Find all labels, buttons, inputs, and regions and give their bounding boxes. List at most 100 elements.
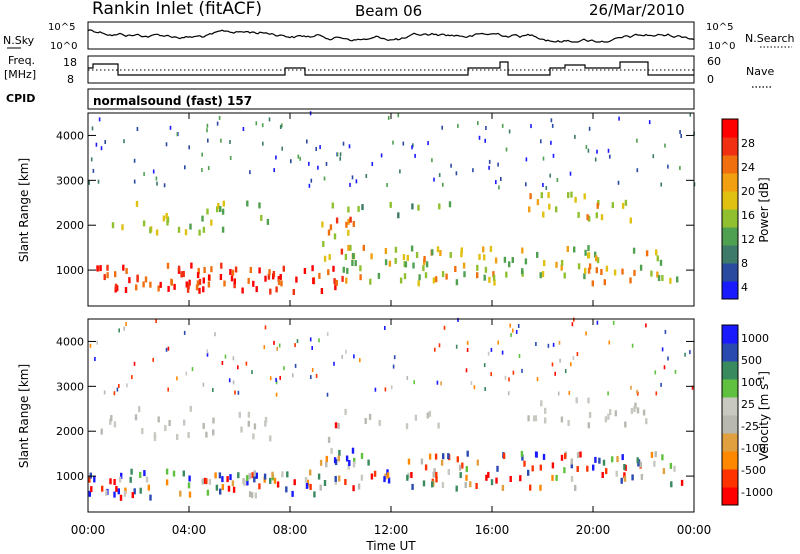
data-cell bbox=[272, 271, 276, 277]
velocity-colorbar-label-base: Velocity [m s bbox=[757, 384, 771, 461]
data-cell bbox=[448, 201, 452, 208]
data-cell bbox=[397, 113, 400, 118]
data-cell bbox=[90, 157, 93, 162]
data-cell bbox=[547, 343, 550, 348]
data-cell bbox=[185, 371, 188, 376]
data-cell bbox=[322, 241, 325, 247]
nsky-label: N.Sky bbox=[3, 34, 35, 47]
data-cell bbox=[489, 245, 493, 252]
data-cell bbox=[176, 433, 179, 440]
data-cell bbox=[595, 255, 598, 262]
data-cell bbox=[252, 280, 255, 287]
data-cell bbox=[661, 275, 664, 281]
data-cell bbox=[233, 282, 236, 289]
data-cell bbox=[365, 174, 368, 178]
data-cell bbox=[406, 254, 409, 261]
data-cell bbox=[534, 451, 538, 458]
data-cell bbox=[321, 221, 324, 228]
data-cell bbox=[201, 168, 203, 172]
data-cell bbox=[217, 203, 220, 209]
data-cell bbox=[607, 391, 609, 396]
data-cell bbox=[621, 454, 624, 461]
data-cell bbox=[306, 479, 309, 486]
data-cell bbox=[360, 452, 364, 459]
data-cell bbox=[351, 175, 354, 180]
data-cell bbox=[547, 192, 550, 199]
data-cell bbox=[149, 494, 152, 501]
x-tick-label: 08:00 bbox=[273, 523, 308, 537]
data-cell bbox=[596, 257, 600, 264]
data-cell bbox=[198, 229, 201, 236]
data-cell bbox=[663, 365, 666, 370]
data-cell bbox=[313, 491, 316, 498]
data-cell bbox=[472, 168, 474, 173]
data-cell bbox=[212, 388, 214, 392]
data-cell bbox=[276, 481, 280, 488]
data-cell bbox=[664, 143, 666, 148]
data-cell bbox=[109, 478, 112, 485]
data-cell bbox=[427, 141, 429, 146]
data-cell bbox=[305, 482, 309, 489]
data-cell bbox=[183, 330, 186, 335]
data-cell bbox=[141, 428, 144, 435]
data-cell bbox=[604, 416, 608, 423]
data-cell bbox=[476, 459, 479, 466]
data-cell bbox=[508, 129, 511, 134]
data-cell bbox=[167, 387, 169, 392]
data-cell bbox=[165, 213, 168, 219]
data-cell bbox=[632, 247, 636, 254]
data-cell bbox=[609, 409, 612, 416]
data-cell bbox=[143, 172, 145, 177]
data-cell bbox=[623, 475, 627, 482]
data-cell bbox=[341, 275, 344, 282]
colorbar-tick-label: 20 bbox=[741, 185, 755, 198]
velocity-data-cells bbox=[88, 317, 694, 501]
data-cell bbox=[505, 271, 508, 278]
data-cell bbox=[323, 176, 326, 181]
data-cell bbox=[237, 390, 240, 395]
colorbar-swatch bbox=[722, 245, 738, 264]
data-cell bbox=[384, 248, 388, 254]
data-cell bbox=[323, 480, 327, 486]
colorbar-frame bbox=[721, 324, 739, 506]
data-cell bbox=[229, 156, 232, 160]
data-cell bbox=[293, 479, 296, 486]
data-cell bbox=[188, 279, 191, 286]
data-cell bbox=[570, 462, 573, 469]
data-cell bbox=[428, 410, 432, 417]
data-cell bbox=[188, 145, 190, 150]
data-cell bbox=[115, 485, 118, 492]
data-cell bbox=[465, 474, 468, 481]
data-cell bbox=[454, 266, 457, 272]
data-cell bbox=[585, 331, 587, 336]
data-cell bbox=[393, 355, 396, 360]
data-cell bbox=[96, 265, 99, 272]
data-cell bbox=[98, 117, 101, 122]
colorbar-tick-label: 24 bbox=[741, 161, 755, 174]
data-cell bbox=[485, 126, 487, 130]
data-cell bbox=[576, 352, 579, 356]
data-cell bbox=[501, 123, 504, 128]
data-cell bbox=[630, 407, 634, 414]
data-cell bbox=[325, 161, 328, 166]
data-cell bbox=[135, 200, 139, 207]
data-cell bbox=[317, 165, 319, 170]
colorbar-tick-label: 28 bbox=[741, 137, 755, 150]
data-cell bbox=[206, 128, 208, 133]
data-cell bbox=[185, 281, 188, 288]
data-cell bbox=[203, 267, 206, 273]
data-cell bbox=[246, 200, 249, 207]
data-cell bbox=[442, 453, 445, 460]
data-cell bbox=[88, 180, 90, 185]
data-cell bbox=[560, 416, 564, 423]
data-cell bbox=[189, 405, 192, 412]
data-cell bbox=[167, 285, 170, 292]
data-cell bbox=[231, 269, 235, 276]
data-cell bbox=[389, 201, 392, 208]
data-cell bbox=[607, 148, 610, 153]
data-cell bbox=[207, 274, 211, 281]
data-cell bbox=[653, 460, 656, 467]
data-cell bbox=[254, 492, 257, 499]
data-cell bbox=[684, 352, 686, 357]
data-cell bbox=[110, 415, 113, 422]
